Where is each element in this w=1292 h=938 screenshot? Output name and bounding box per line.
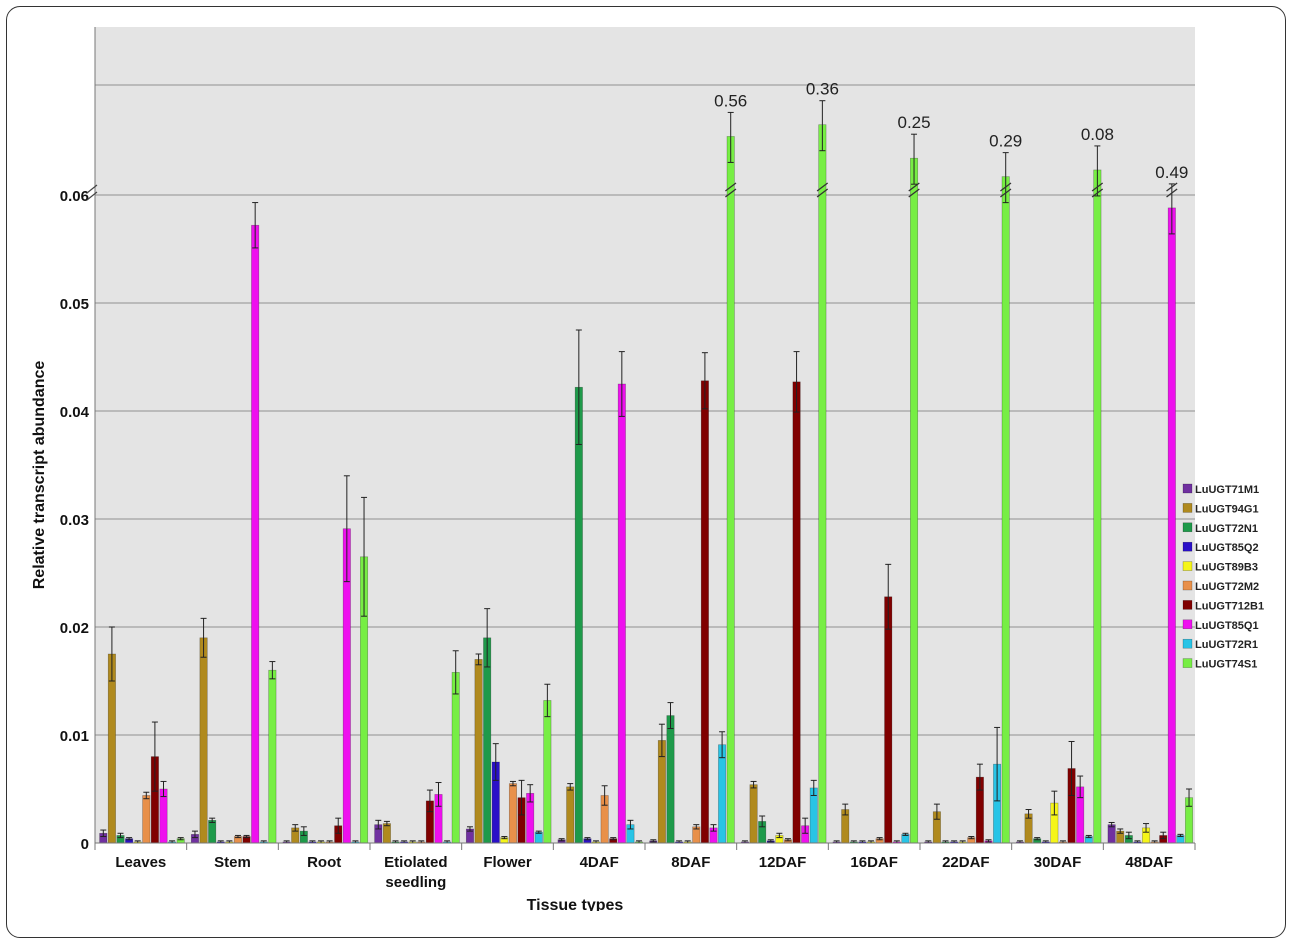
y-axis-break-mark [86, 184, 98, 201]
bar-break-mark [1000, 182, 1012, 198]
bar [199, 637, 208, 844]
bar-break-mark [1166, 182, 1178, 198]
bar [1167, 207, 1176, 844]
x-tick-label: 16DAF [850, 854, 898, 871]
x-tick-label: 4DAF [580, 854, 619, 871]
bar [749, 784, 758, 844]
bar [1107, 824, 1116, 844]
legend-label: LuUGT85Q1 [1195, 620, 1259, 632]
legend-swatch [1182, 580, 1193, 591]
bar [208, 820, 217, 844]
bar-break-mark [816, 182, 829, 198]
bar [543, 700, 552, 844]
legend-label: LuUGT72R1 [1195, 639, 1258, 651]
x-tick-label: Stem [214, 854, 251, 871]
bar [818, 124, 827, 844]
y-tick-label: 0.05 [60, 296, 89, 313]
legend-swatch [1182, 619, 1193, 630]
legend-swatch [1182, 522, 1193, 533]
legend-swatch [1182, 541, 1193, 552]
x-tick-label: 48DAF [1125, 854, 1173, 871]
x-tick-label: 8DAF [671, 854, 710, 871]
data-label: 0.36 [806, 80, 839, 99]
bar [910, 157, 919, 844]
bar [107, 653, 116, 844]
x-tick-label: 30DAF [1034, 854, 1082, 871]
bar-break-mark [1091, 182, 1104, 198]
bar-break-mark [908, 182, 920, 198]
bar [884, 596, 893, 844]
bar [268, 669, 277, 844]
bar [534, 831, 543, 844]
x-tick-label: 22DAF [942, 854, 990, 871]
y-tick-label: 0.06 [60, 188, 89, 205]
data-label: 0.49 [1155, 163, 1188, 182]
data-label: 0.56 [714, 91, 747, 110]
plot-area [95, 27, 1195, 843]
data-label: 0.08 [1081, 125, 1114, 144]
bar [700, 380, 709, 844]
legend-swatch [1182, 638, 1193, 649]
legend-label: LuUGT89B3 [1195, 562, 1258, 574]
x-tick-label: 12DAF [759, 854, 807, 871]
legend-swatch [1182, 561, 1193, 571]
bar [159, 788, 168, 844]
bar [508, 783, 517, 844]
legend-swatch [1182, 483, 1193, 494]
x-tick-label: Leaves [115, 854, 166, 871]
data-label: 0.29 [989, 132, 1022, 151]
legend-label: LuUGT72M2 [1195, 581, 1259, 593]
bar [617, 383, 626, 844]
x-tick-label: Etiolated [384, 854, 447, 871]
x-axis-label: Tissue types [527, 897, 624, 911]
legend-label: LuUGT74S1 [1195, 659, 1257, 671]
bar [251, 224, 260, 844]
bar [792, 381, 801, 844]
y-tick-label: 0.04 [60, 404, 90, 421]
bar-chart: 0 0.01 0.02 0.03 0.04 0.05 0.06 Leaves Stem Root… [31, 27, 1264, 911]
legend-swatch [1182, 600, 1193, 610]
bar [1001, 176, 1010, 844]
x-tick-label: Flower [483, 854, 532, 871]
y-tick-label: 0.02 [60, 620, 89, 637]
legend-label: LuUGT712B1 [1195, 600, 1264, 612]
bar [474, 659, 483, 844]
y-tick-label: 0.03 [60, 512, 89, 529]
x-tick-label: Root [307, 854, 341, 871]
legend-label: LuUGT85Q2 [1195, 542, 1259, 554]
bar [666, 715, 675, 844]
bar [451, 672, 460, 844]
legend-swatch [1182, 658, 1193, 668]
bar [382, 823, 391, 844]
bar [718, 744, 727, 844]
legend-label: LuUGT71M1 [1195, 484, 1259, 496]
bar [483, 637, 492, 844]
data-label: 0.25 [897, 113, 930, 132]
bar [1093, 169, 1102, 844]
bar [726, 136, 735, 844]
legend-label: LuUGT72N1 [1195, 523, 1258, 535]
legend-label: LuUGT94G1 [1195, 503, 1259, 515]
x-tick-label: seedling [385, 874, 446, 891]
y-tick-label: 0 [81, 836, 89, 853]
y-tick-label: 0.01 [60, 728, 89, 745]
y-axis-label: Relative transcript abundance [31, 361, 48, 590]
bar [809, 787, 818, 844]
bar [566, 786, 575, 844]
bar [574, 386, 583, 844]
bar-break-mark [725, 182, 737, 198]
legend-swatch [1182, 503, 1193, 513]
bar [142, 795, 151, 844]
